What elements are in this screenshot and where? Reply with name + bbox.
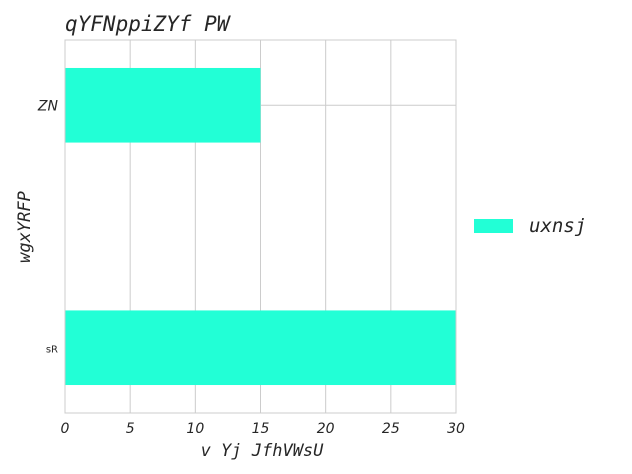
- x-tick-label: 30: [447, 421, 465, 437]
- x-tick-label: 10: [186, 421, 204, 437]
- plot-frame: [64, 39, 457, 414]
- x-tick-label: 15: [252, 421, 270, 437]
- chart-title: qYFNppiZYf PW: [65, 12, 232, 36]
- x-tick-label: 0: [61, 421, 70, 437]
- bars: [65, 67, 456, 386]
- legend: uxnsj: [474, 215, 586, 237]
- x-axis-label: v Yj JfhVWsU: [201, 441, 325, 461]
- x-tick-label: 25: [382, 421, 400, 437]
- y-tick-label: sR: [46, 345, 58, 356]
- x-axis-ticks: 0 5 10 15 20 25 30: [61, 421, 465, 437]
- x-tick-label: 5: [126, 421, 135, 437]
- x-tick-label: 20: [317, 421, 335, 437]
- y-tick-label: ZN: [37, 98, 59, 114]
- y-axis-ticks: ZN sR: [37, 98, 59, 355]
- plot-area: [64, 39, 457, 414]
- y-axis-label: wgxYRFP: [15, 191, 35, 263]
- legend-swatch: [474, 219, 513, 233]
- bar-sr: [65, 310, 456, 386]
- legend-label-uxnsj: uxnsj: [529, 215, 586, 237]
- bar-zn: [65, 67, 261, 143]
